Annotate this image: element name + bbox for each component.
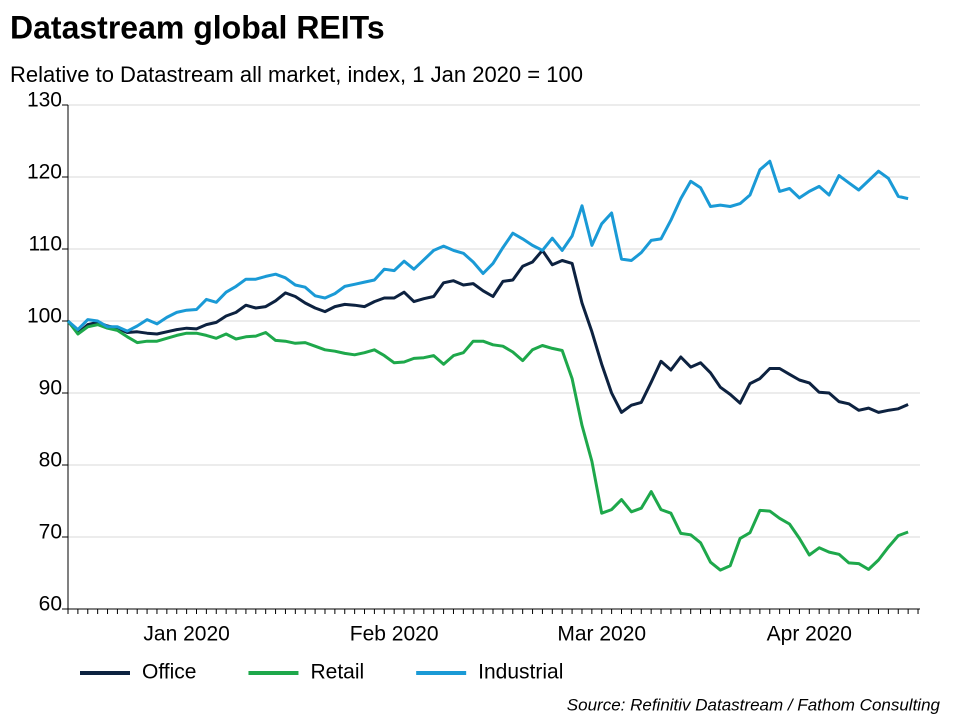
series-line: [67, 159, 909, 333]
y-tick-label: 60: [39, 593, 62, 616]
chart-title: Datastream global REITs: [10, 9, 385, 45]
x-tick-label: Mar 2020: [557, 623, 646, 646]
y-tick-label: 70: [39, 521, 62, 544]
legend-label: Retail: [310, 661, 364, 684]
y-tick-label: 120: [27, 161, 62, 184]
y-tick-label: 90: [39, 377, 62, 400]
y-tick-label: 100: [27, 305, 62, 328]
x-tick-label: Jan 2020: [143, 623, 229, 646]
source: Source: Refinitiv Datastream / Fathom Co…: [567, 695, 941, 714]
x-tick-label: Feb 2020: [350, 623, 439, 646]
y-tick-label: 80: [39, 449, 62, 472]
y-tick-label: 130: [27, 89, 62, 112]
x-tick-label: Apr 2020: [767, 623, 852, 646]
series-line: [66, 248, 909, 414]
series-line: [66, 320, 909, 572]
chart-subtitle: Relative to Datastream all market, index…: [10, 62, 583, 87]
y-tick-label: 110: [29, 233, 62, 256]
legend-label: Office: [142, 661, 196, 684]
legend-label: Industrial: [478, 661, 563, 684]
